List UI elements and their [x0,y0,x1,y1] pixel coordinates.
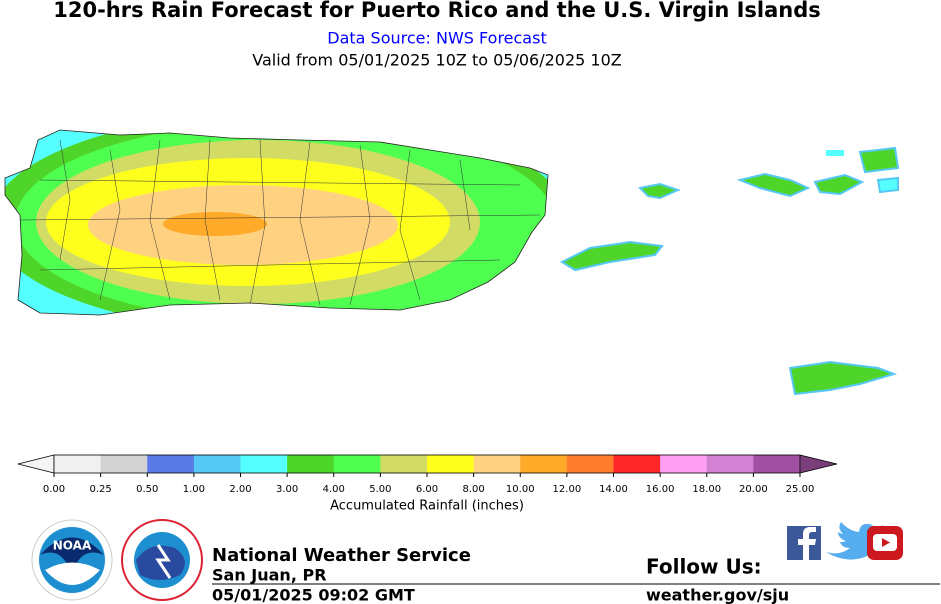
colorbar-tick-label: 10.00 [506,484,535,495]
website-link[interactable]: weather.gov/sju [646,586,789,604]
colorbar-tick-label: 20.00 [739,484,768,495]
colorbar-tick-label: 6.00 [416,484,438,495]
colorbar: 0.00 0.25 0.50 1.00 2.00 3.00 4.00 5.00 6.00 8.00… [17,454,838,495]
colorbar-bin [753,455,801,473]
colorbar-tick-label: 5.00 [369,484,391,495]
colorbar-tick-label: 14.00 [599,484,628,495]
colorbar-bin [193,455,241,473]
colorbar-tick-label: 0.00 [43,484,65,495]
office-name: National Weather Service [212,545,471,566]
map [4,129,900,396]
youtube-icon[interactable] [867,526,903,560]
colorbar-bin [473,455,521,473]
colorbar-bin [100,455,148,473]
svg-text:NOAA: NOAA [53,539,92,553]
colorbar-tick-label: 3.00 [276,484,298,495]
colorbar-tick-label: 0.25 [89,484,111,495]
colorbar-bin [660,455,708,473]
colorbar-tick-label: 8.00 [462,484,484,495]
colorbar-tick-label: 4.00 [323,484,345,495]
colorbar-bin [566,455,614,473]
colorbar-tick-label: 2.00 [229,484,251,495]
colorbar-tick-label: 1.00 [183,484,205,495]
colorbar-bin [333,455,381,473]
colorbar-bin [427,455,475,473]
colorbar-bin [54,455,102,473]
colorbar-over [799,454,838,474]
nws-logo[interactable] [121,519,203,601]
colorbar-tick-label: 25.00 [786,484,815,495]
colorbar-bin [380,455,428,473]
facebook-icon[interactable] [787,526,821,560]
office-location: San Juan, PR [212,566,327,585]
colorbar-label: Accumulated Rainfall (inches) [330,499,524,514]
colorbar-tick-label: 16.00 [646,484,675,495]
valid-period: Valid from 05/01/2025 10Z to 05/06/2025 … [252,51,621,70]
colorbar-tick-label: 18.00 [692,484,721,495]
data-source[interactable]: Data Source: NWS Forecast [327,29,546,48]
colorbar-bin [613,455,661,473]
colorbar-bin [287,455,335,473]
colorbar-tick-label: 0.50 [136,484,158,495]
follow-us: Follow Us: [646,555,762,579]
noaa-logo[interactable]: NOAA [31,519,113,601]
colorbar-bin [240,455,288,473]
colorbar-bin [520,455,568,473]
colorbar-bin [147,455,195,473]
colorbar-under [17,454,55,474]
colorbar-bin [706,455,754,473]
title: 120-hrs Rain Forecast for Puerto Rico an… [53,0,821,22]
issued-time: 05/01/2025 09:02 GMT [212,586,415,604]
colorbar-tick-label: 12.00 [553,484,582,495]
